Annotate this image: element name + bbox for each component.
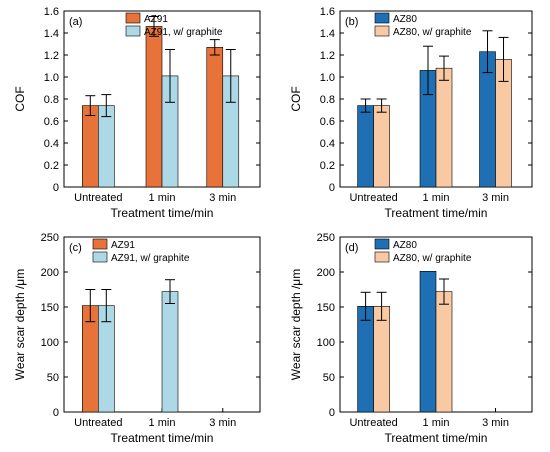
legend-swatch [125, 12, 141, 24]
bar-az91-graphite-1 [161, 291, 179, 413]
bar-az91-1 [145, 26, 163, 188]
panel-letter: (a) [69, 16, 82, 28]
y-tick-label: 1.0 [320, 72, 335, 84]
y-tick-label: 1.2 [320, 50, 335, 62]
y-tick-label: 0 [329, 182, 335, 194]
legend-label: AZ91 [111, 240, 135, 251]
chart-panel-a: 0 0.2 0.4 0.6 0.8 1.0 1.2 1.4 1.6 COF Untreated 1 m… [13, 6, 261, 220]
y-tick-label: 0.8 [44, 94, 59, 106]
y-tick-label: 0.6 [44, 116, 59, 128]
y-tick-label: 200 [317, 267, 335, 279]
y-tick-label: 50 [47, 372, 59, 384]
legend-label: AZ80 [393, 14, 417, 25]
y-tick-label: 1.4 [320, 28, 335, 40]
x-tick-label: 3 min [482, 417, 509, 429]
y-tick-label: 1.0 [44, 72, 59, 84]
bar-az80-0 [357, 305, 374, 413]
y-axis-label: Wear scar depth /μm [13, 269, 27, 380]
bar-az80-graphite-0 [373, 305, 390, 413]
legend-swatch [92, 251, 108, 263]
legend-label: AZ91, w/ graphite [111, 253, 190, 264]
x-axis-label: Treatment time/min [385, 431, 488, 445]
bar-az80-0 [357, 105, 374, 188]
y-tick-label: 0.2 [44, 160, 59, 172]
legend-swatch [92, 238, 108, 250]
y-tick-label: 100 [41, 337, 59, 349]
chart-panel-b: 0 0.2 0.4 0.6 0.8 1.0 1.2 1.4 1.6 COF Untreated 1 m… [289, 6, 533, 220]
y-axis-label: COF [289, 86, 303, 111]
x-tick-label: Untreated [349, 192, 397, 204]
y-tick-label: 250 [41, 232, 59, 244]
legend-swatch [374, 25, 390, 37]
x-axis-label: Treatment time/min [111, 431, 214, 445]
y-tick-label: 150 [41, 302, 59, 314]
y-tick-label: 100 [317, 337, 335, 349]
y-tick-label: 0.6 [320, 116, 335, 128]
bar-az80-graphite-1 [435, 67, 453, 188]
bar-az91-graphite-0 [98, 105, 115, 188]
legend-swatch [374, 12, 390, 24]
y-tick-label: 1.6 [44, 6, 59, 18]
y-tick-label: 0.2 [320, 160, 335, 172]
chart-panel-c: 0 50 100 150 200 250 Wear scar depth /μm Untrea… [13, 232, 261, 445]
panel-letter: (c) [69, 242, 82, 254]
x-tick-label: 1 min [149, 192, 176, 204]
legend-swatch [125, 25, 141, 37]
legend-label: AZ80, w/ graphite [393, 253, 472, 264]
y-tick-label: 0 [53, 407, 59, 419]
bar-az91-2 [206, 46, 224, 188]
y-tick-label: 50 [323, 372, 335, 384]
y-axis-label: Wear scar depth /μm [289, 269, 303, 380]
x-tick-label: Untreated [349, 417, 397, 429]
bar-az80-graphite-0 [373, 105, 390, 188]
panel-letter: (b) [345, 16, 358, 28]
x-tick-label: 3 min [209, 417, 236, 429]
y-tick-label: 0 [53, 182, 59, 194]
bar-az80-1 [419, 270, 437, 413]
x-axis-label: Treatment time/min [111, 206, 214, 220]
y-tick-label: 250 [317, 232, 335, 244]
y-tick-label: 1.2 [44, 50, 59, 62]
y-tick-label: 200 [41, 267, 59, 279]
y-tick-label: 0.8 [320, 94, 335, 106]
panel-letter: (d) [345, 242, 358, 254]
bar-az91-0 [82, 105, 99, 188]
y-tick-label: 0.4 [320, 138, 335, 150]
x-tick-label: 3 min [209, 192, 236, 204]
x-tick-label: Untreated [74, 192, 122, 204]
legend-label: AZ91 [144, 14, 168, 25]
x-tick-label: 3 min [482, 192, 509, 204]
x-axis-label: Treatment time/min [385, 206, 488, 220]
chart-panel-d: 0 50 100 150 200 250 Wear scar depth /μm Untrea… [289, 232, 533, 445]
bar-az80-graphite-1 [435, 291, 453, 413]
x-tick-label: Untreated [74, 417, 122, 429]
y-tick-label: 150 [317, 302, 335, 314]
y-tick-label: 1.4 [44, 28, 59, 40]
x-tick-label: 1 min [149, 417, 176, 429]
x-tick-label: 1 min [423, 417, 450, 429]
legend-label: AZ80, w/ graphite [393, 27, 472, 38]
y-tick-label: 1.6 [320, 6, 335, 18]
legend-swatch [374, 251, 390, 263]
legend-swatch [374, 238, 390, 250]
y-tick-label: 0.4 [44, 138, 59, 150]
legend-label: AZ80 [393, 240, 417, 251]
y-axis-label: COF [13, 86, 27, 111]
x-tick-label: 1 min [423, 192, 450, 204]
y-tick-label: 0 [329, 407, 335, 419]
legend-label: AZ91, w/ graphite [144, 27, 223, 38]
